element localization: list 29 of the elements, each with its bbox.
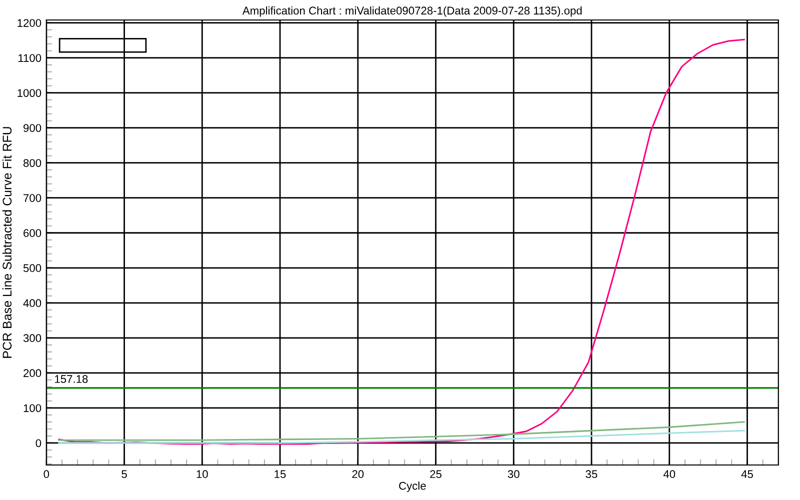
x-tick-label: 40 [663,470,676,478]
y-tick-label: 700 [24,194,42,202]
y-tick-label: 0 [36,439,42,448]
y-tick-label: 600 [24,229,42,238]
x-tick-label: 10 [196,470,208,478]
y-tick-label: 200 [24,369,42,378]
y-tick-label: 1200 [18,19,42,27]
ref-line-label: 157.18 [55,375,88,383]
y-tick-label: 400 [23,299,42,308]
y-tick-label: 500 [23,264,42,272]
x-tick-label: 30 [508,470,520,478]
x-tick-label: 35 [586,470,598,478]
y-tick-label: 100 [24,404,42,412]
line-series [58,421,745,441]
x-tick-label: 20 [352,470,364,478]
y-tick-label: 900 [24,124,42,132]
x-axis-title: Cycle [399,482,426,492]
y-tick-label: 1000 [18,89,42,97]
y-tick-label: 300 [23,334,42,342]
y-tick-label: 800 [23,159,42,167]
x-tick-label: 25 [430,470,442,478]
line-series [58,430,745,444]
x-tick-label: 45 [741,470,753,478]
x-tick-label: 5 [122,470,127,478]
chart-title: Amplification Chart : miValidate090728-1(Data 2009-07-28 1135).opd [242,6,582,17]
x-tick-label: 15 [274,470,286,478]
y-axis-title: PCR Base Line Subtracted Curve Fit RFU [2,127,12,358]
x-tick-label: 0 [44,470,50,478]
y-tick-label: 1100 [18,54,42,62]
